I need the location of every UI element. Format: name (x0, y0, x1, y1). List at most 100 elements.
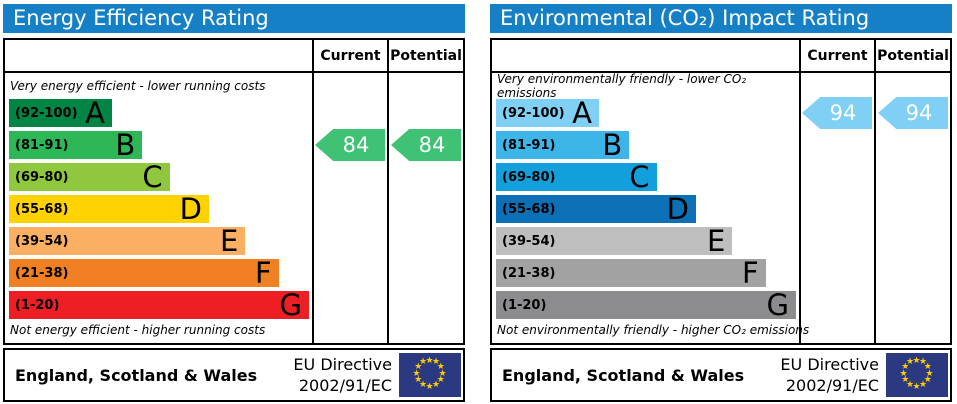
eu-flag-star: ★ (901, 375, 910, 385)
environmental-eu-directive-label: EU Directive 2002/91/EC (780, 354, 879, 396)
environmental-current-rating-value: 94 (829, 101, 857, 125)
band-bar-G: (1-20) G (496, 288, 796, 322)
band-letter: G (766, 288, 789, 322)
environmental-region-label: England, Scotland & Wales (502, 365, 745, 385)
band-range-label: (69-80) (15, 169, 69, 185)
band-range-label: (39-54) (15, 233, 69, 249)
band-range-label: (92-100) (15, 105, 78, 121)
energy-potential-column-header: Potential (387, 40, 463, 73)
environmental-potential-rating-value: 94 (905, 101, 933, 125)
eu-flag-star: ★ (414, 375, 423, 385)
environmental-current-column-header: Current (799, 40, 874, 73)
energy-potential-rating-value: 84 (418, 133, 446, 157)
environmental-impact-panel: Environmental (CO₂) Impact Rating Curren… (490, 4, 952, 402)
band-range-label: (69-80) (502, 169, 556, 185)
band-range-label: (1-20) (502, 297, 547, 313)
band-letter: D (666, 192, 689, 226)
energy-eu-directive-line2: 2002/91/EC (298, 376, 392, 395)
eu-flag-star: ★ (899, 368, 908, 379)
band-bar-C: (69-80) C (9, 160, 170, 194)
band-letter: C (142, 160, 163, 194)
band-bar-E: (39-54) E (9, 224, 246, 258)
eu-flag-star: ★ (412, 368, 421, 379)
band-range-label: (21-38) (15, 265, 69, 281)
band-letter: E (220, 224, 239, 258)
energy-corner-cell (5, 40, 312, 73)
band-range-label: (39-54) (502, 233, 556, 249)
band-bar-B: (81-91) B (9, 128, 143, 162)
energy-panel-title: Energy Efficiency Rating (3, 4, 465, 33)
eu-flag-star: ★ (432, 379, 441, 390)
band-range-label: (81-91) (502, 137, 556, 153)
environmental-eu-directive-line1: EU Directive (780, 355, 879, 374)
eu-flag-star: ★ (425, 381, 434, 392)
band-letter: B (115, 128, 136, 162)
eu-flag-icon: ★ ★ ★ ★ ★ ★ ★ ★ ★ ★ ★ ★ (399, 353, 461, 397)
environmental-bottom-note: Not environmentally friendly - higher CO… (497, 323, 810, 337)
environmental-eu-directive-line2: 2002/91/EC (785, 376, 879, 395)
environmental-rating-chart: Current Potential Very environmentally f… (490, 38, 952, 345)
band-range-label: (92-100) (502, 105, 565, 121)
eu-flag-star: ★ (432, 357, 441, 368)
energy-bands-area: Very energy efficient - lower running co… (5, 73, 312, 343)
energy-efficiency-panel: Energy Efficiency Rating Current Potenti… (3, 4, 465, 402)
eu-flag-star: ★ (923, 375, 932, 385)
band-range-label: (1-20) (15, 297, 60, 313)
environmental-top-note: Very environmentally friendly - lower CO… (497, 72, 747, 100)
energy-region-label: England, Scotland & Wales (15, 365, 258, 385)
eu-flag-star: ★ (414, 362, 423, 372)
eu-flag-star: ★ (919, 357, 928, 368)
energy-current-column (312, 73, 387, 343)
band-bar-F: (21-38) F (496, 256, 766, 290)
energy-top-note: Very energy efficient - lower running co… (10, 79, 266, 93)
energy-band-list: (92-100) A (81-91) B (69-80) C (55-68) D (39-54)… (5, 96, 312, 322)
eu-flag-star: ★ (425, 355, 434, 366)
band-bar-A: (92-100) A (9, 96, 113, 130)
energy-eu-directive-line1: EU Directive (293, 355, 392, 374)
energy-current-rating-value: 84 (342, 133, 370, 157)
band-letter: C (629, 160, 650, 194)
band-range-label: (55-68) (15, 201, 69, 217)
environmental-corner-cell (492, 40, 799, 73)
eu-flag-star: ★ (438, 368, 447, 379)
band-letter: D (179, 192, 202, 226)
energy-eu-directive-label: EU Directive 2002/91/EC (293, 354, 392, 396)
band-range-label: (21-38) (502, 265, 556, 281)
environmental-footer: England, Scotland & Wales EU Directive 2… (490, 348, 952, 402)
band-bar-F: (21-38) F (9, 256, 279, 290)
band-letter: A (85, 96, 106, 130)
energy-current-column-header: Current (312, 40, 387, 73)
eu-flag-star: ★ (919, 379, 928, 390)
band-letter: F (741, 256, 759, 290)
environmental-potential-column-header: Potential (874, 40, 950, 73)
band-bar-G: (1-20) G (9, 288, 309, 322)
eu-flag-star: ★ (923, 362, 932, 372)
eu-flag-star: ★ (925, 368, 934, 379)
environmental-potential-column (874, 73, 950, 343)
band-bar-C: (69-80) C (496, 160, 657, 194)
energy-footer: England, Scotland & Wales EU Directive 2… (3, 348, 465, 402)
environmental-band-list: (92-100) A (81-91) B (69-80) C (55-68) D (39-54)… (492, 96, 799, 322)
energy-rating-chart: Current Potential Very energy efficient … (3, 38, 465, 345)
band-range-label: (55-68) (502, 201, 556, 217)
band-letter: A (572, 96, 593, 130)
band-letter: G (279, 288, 302, 322)
environmental-bands-area: Very environmentally friendly - lower CO… (492, 72, 809, 343)
band-bar-B: (81-91) B (496, 128, 630, 162)
eu-flag-star: ★ (436, 362, 445, 372)
band-bar-E: (39-54) E (496, 224, 733, 258)
eu-flag-icon: ★ ★ ★ ★ ★ ★ ★ ★ ★ ★ ★ ★ (886, 353, 948, 397)
eu-flag-star: ★ (419, 379, 428, 390)
eu-flag-star: ★ (912, 381, 921, 392)
eu-flag-star: ★ (906, 357, 915, 368)
band-range-label: (81-91) (15, 137, 69, 153)
eu-flag-star: ★ (912, 355, 921, 366)
band-letter: E (707, 224, 726, 258)
eu-flag-star: ★ (419, 357, 428, 368)
band-bar-D: (55-68) D (496, 192, 696, 226)
energy-bottom-note: Not energy efficient - higher running co… (10, 323, 266, 337)
band-letter: F (254, 256, 272, 290)
band-letter: B (602, 128, 623, 162)
band-bar-D: (55-68) D (9, 192, 209, 226)
environmental-current-column (799, 73, 874, 343)
